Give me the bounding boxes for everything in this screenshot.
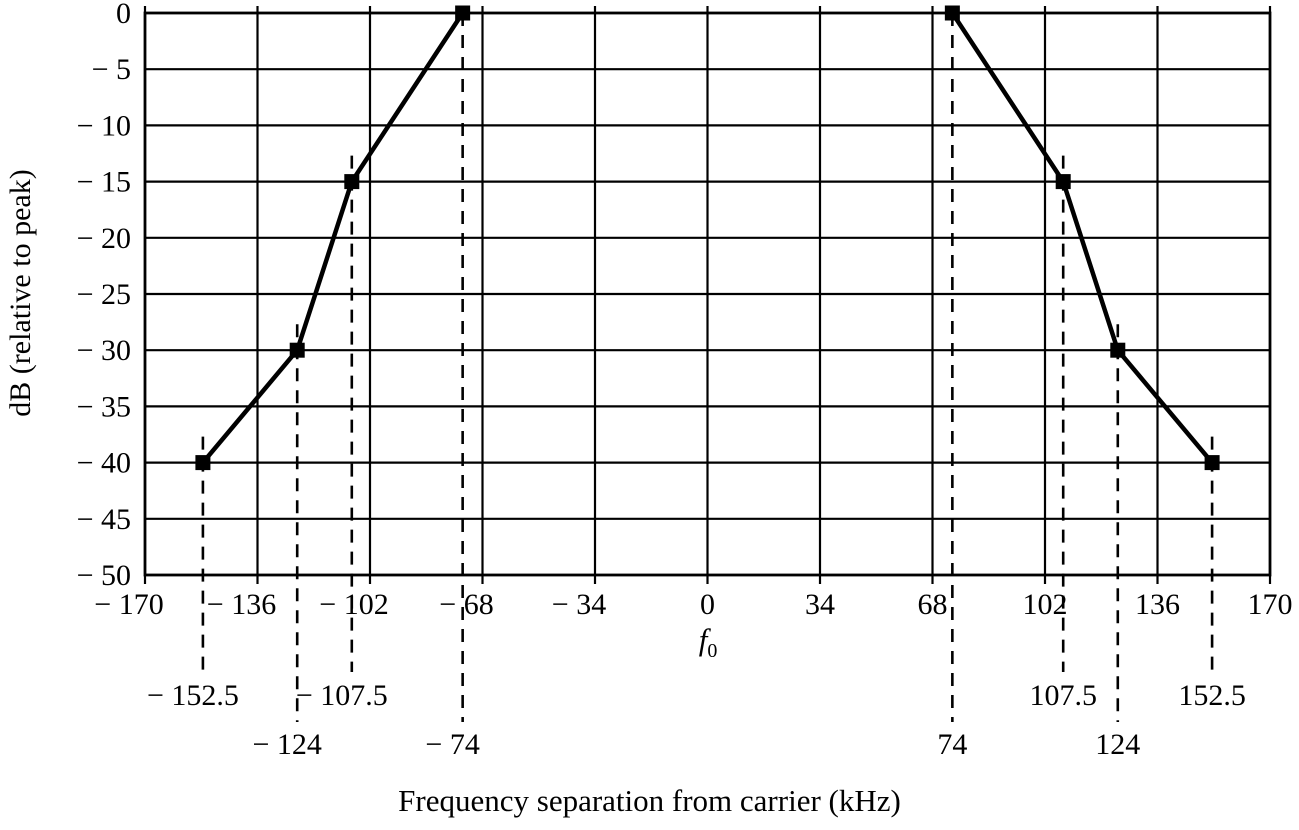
x-tick-label: 0 [700,588,715,621]
y-tick-label: − 30 [77,334,131,367]
data-point-marker [344,174,360,190]
x-tick-label: − 170 [94,588,163,621]
annotation-label: − 74 [425,728,479,761]
y-tick-label: 0 [116,0,131,30]
plot-border [143,11,1272,577]
y-tick-label: − 50 [77,559,131,592]
y-tick-label: − 25 [77,278,131,311]
annotation-label: 107.5 [1029,679,1097,712]
y-tick-label: − 35 [77,390,131,423]
y-axis-title: dB (relative to peak) [4,169,37,417]
data-point-marker [944,5,960,21]
data-point-marker [455,5,471,21]
x-tick-label: 102 [1023,588,1068,621]
data-point-marker [1110,342,1126,358]
y-tick-label: − 45 [77,503,131,536]
carrier-frequency-label: f0 [608,622,808,663]
data-point-marker [195,455,211,471]
mask-line [199,9,466,466]
data-point-marker [289,342,305,358]
x-tick-label: 136 [1135,588,1180,621]
f0-subscript: 0 [707,640,718,662]
x-tick-label: 68 [918,588,948,621]
data-point-marker [1204,455,1220,471]
annotation-label: 124 [1095,728,1140,761]
data-point-marker [1055,174,1071,190]
x-tick-label: − 68 [439,588,493,621]
x-tick-label: − 102 [319,588,388,621]
y-tick-label: − 10 [77,109,131,142]
annotation-label: − 107.5 [296,679,388,712]
x-axis-title: Frequency separation from carrier (kHz) [398,783,901,818]
y-tick-label: − 5 [92,53,131,86]
f0-base: f [698,622,708,657]
x-tick-label: − 136 [207,588,276,621]
annotation-label: 152.5 [1178,679,1246,712]
x-tick-label: 170 [1248,588,1293,621]
x-tick-label: 34 [805,588,835,621]
annotation-label: 74 [937,728,967,761]
annotation-label: − 124 [252,728,321,761]
y-tick-label: − 15 [77,166,131,199]
x-tick-label: − 34 [552,588,606,621]
annotation-label: − 152.5 [147,679,239,712]
y-tick-label: − 20 [77,222,131,255]
y-tick-label: − 40 [77,447,131,480]
mask-line [949,9,1216,466]
